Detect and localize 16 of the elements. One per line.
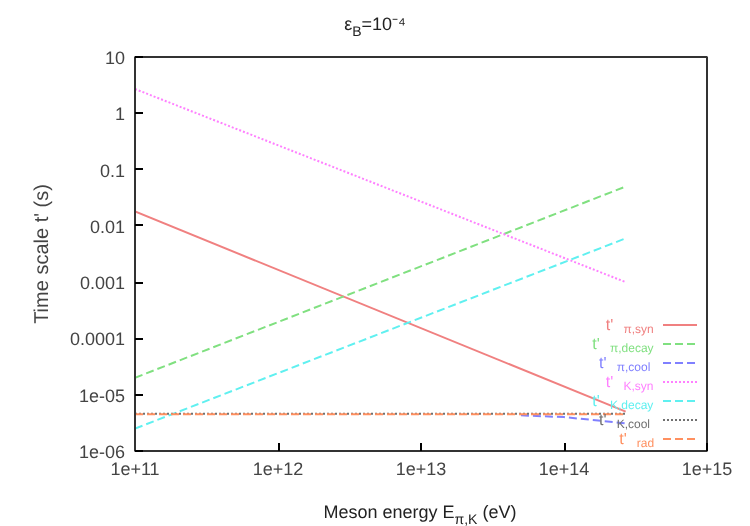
chart-title: ε$_{B}$=10⁻⁴: [342, 12, 408, 44]
x-tick-label: 1e+11: [110, 459, 160, 479]
y-tick-label: 0.1: [99, 160, 126, 181]
y-tick-label: 1: [114, 104, 126, 125]
y-tick-label: 10: [104, 48, 126, 68]
y-tick-label: 0.01: [89, 216, 126, 237]
y-tick-label: 0.0001: [69, 329, 126, 350]
y-tick-label: 1e-05: [78, 385, 126, 406]
x-tick-label: 1e+13: [395, 459, 447, 479]
y-tick-label: 0.001: [79, 273, 126, 294]
x-tick-label: 1e+15: [681, 459, 733, 479]
y-axis-title: Time scale t' (s): [31, 184, 54, 324]
x-tick-label: 1e+14: [538, 459, 590, 479]
y-tick-label: 1e-06: [78, 442, 126, 462]
x-axis-title: Meson energy E$_{π,K}$ (eV): [321, 502, 519, 526]
x-tick-label: 1e+12: [252, 459, 304, 479]
